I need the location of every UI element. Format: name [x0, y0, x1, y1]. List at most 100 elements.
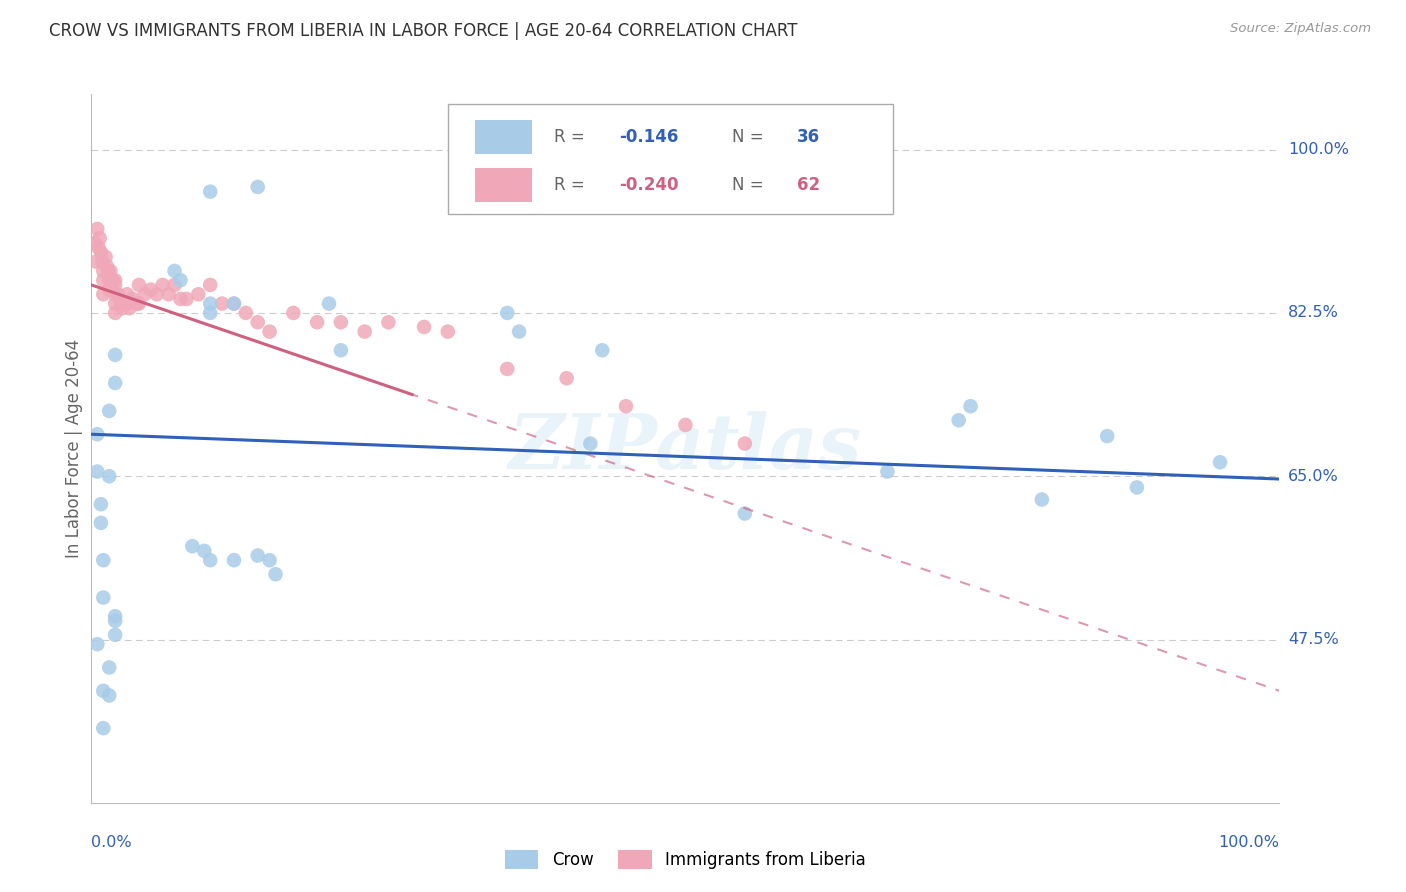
Point	[94, 250, 117, 264]
Point	[145, 287, 167, 301]
Point	[329, 343, 352, 358]
Point	[1095, 429, 1118, 443]
Point	[98, 660, 121, 674]
Text: Source: ZipAtlas.com: Source: ZipAtlas.com	[1230, 22, 1371, 36]
Point	[98, 689, 121, 703]
Point	[436, 325, 458, 339]
Point	[98, 404, 121, 418]
Point	[139, 283, 162, 297]
Point	[91, 287, 114, 301]
Point	[222, 296, 245, 310]
Text: R =: R =	[554, 176, 589, 194]
Point	[86, 465, 108, 479]
Point	[104, 306, 127, 320]
Point	[90, 516, 112, 530]
Point	[104, 609, 127, 624]
Point	[104, 376, 127, 390]
Text: 62: 62	[797, 176, 820, 194]
Point	[86, 427, 108, 442]
Point	[84, 254, 107, 268]
Point	[496, 362, 519, 376]
Text: 100.0%: 100.0%	[1288, 142, 1348, 157]
Point	[200, 296, 222, 310]
Point	[200, 306, 222, 320]
Legend: Crow, Immigrants from Liberia: Crow, Immigrants from Liberia	[498, 844, 873, 876]
Point	[118, 301, 141, 316]
Point	[235, 306, 257, 320]
Point	[104, 296, 127, 310]
Text: 0.0%: 0.0%	[91, 835, 132, 850]
Y-axis label: In Labor Force | Age 20-64: In Labor Force | Age 20-64	[65, 339, 83, 558]
Point	[181, 539, 204, 553]
Point	[163, 277, 186, 292]
FancyBboxPatch shape	[447, 104, 893, 214]
Point	[90, 245, 112, 260]
Point	[734, 436, 756, 450]
Point	[157, 287, 180, 301]
Point	[89, 231, 111, 245]
Text: ZIPatlas: ZIPatlas	[509, 411, 862, 485]
Point	[84, 235, 107, 250]
Point	[193, 544, 215, 558]
Point	[246, 549, 269, 563]
Point	[200, 185, 222, 199]
Point	[246, 315, 269, 329]
Point	[128, 296, 150, 310]
Point	[169, 273, 191, 287]
Point	[614, 399, 637, 413]
Point	[91, 683, 114, 698]
Point	[128, 277, 150, 292]
Point	[107, 287, 129, 301]
FancyBboxPatch shape	[475, 168, 531, 202]
Text: 36: 36	[797, 128, 820, 145]
Point	[555, 166, 578, 180]
Point	[91, 264, 114, 278]
Point	[948, 413, 970, 427]
Point	[163, 264, 186, 278]
Point	[329, 315, 352, 329]
Point	[98, 273, 121, 287]
Point	[86, 222, 108, 236]
Point	[176, 292, 198, 306]
Point	[108, 292, 131, 306]
Point	[104, 348, 127, 362]
Point	[496, 306, 519, 320]
Point	[283, 306, 305, 320]
Point	[122, 292, 145, 306]
Point	[104, 287, 127, 301]
Point	[110, 296, 132, 310]
Point	[96, 260, 118, 274]
Point	[97, 264, 120, 278]
Point	[200, 277, 222, 292]
Point	[104, 628, 127, 642]
Point	[104, 277, 127, 292]
FancyBboxPatch shape	[475, 120, 531, 153]
Point	[91, 553, 114, 567]
Point	[98, 469, 121, 483]
Point	[86, 637, 108, 651]
Text: CROW VS IMMIGRANTS FROM LIBERIA IN LABOR FORCE | AGE 20-64 CORRELATION CHART: CROW VS IMMIGRANTS FROM LIBERIA IN LABOR…	[49, 22, 797, 40]
Point	[1031, 492, 1053, 507]
Text: -0.146: -0.146	[619, 128, 678, 145]
Point	[114, 296, 136, 310]
Point	[91, 273, 114, 287]
Text: 47.5%: 47.5%	[1288, 632, 1339, 647]
Point	[91, 591, 114, 605]
Text: -0.240: -0.240	[619, 176, 678, 194]
Point	[555, 371, 578, 385]
Point	[876, 465, 898, 479]
Point	[87, 241, 110, 255]
Point	[353, 325, 375, 339]
Point	[413, 320, 436, 334]
Point	[222, 553, 245, 567]
Text: 65.0%: 65.0%	[1288, 468, 1339, 483]
Point	[259, 553, 281, 567]
Point	[222, 296, 245, 310]
Point	[318, 296, 340, 310]
Point	[246, 180, 269, 194]
Point	[115, 296, 138, 310]
Point	[115, 287, 138, 301]
Point	[187, 287, 209, 301]
Point	[111, 301, 134, 316]
Text: N =: N =	[731, 176, 769, 194]
